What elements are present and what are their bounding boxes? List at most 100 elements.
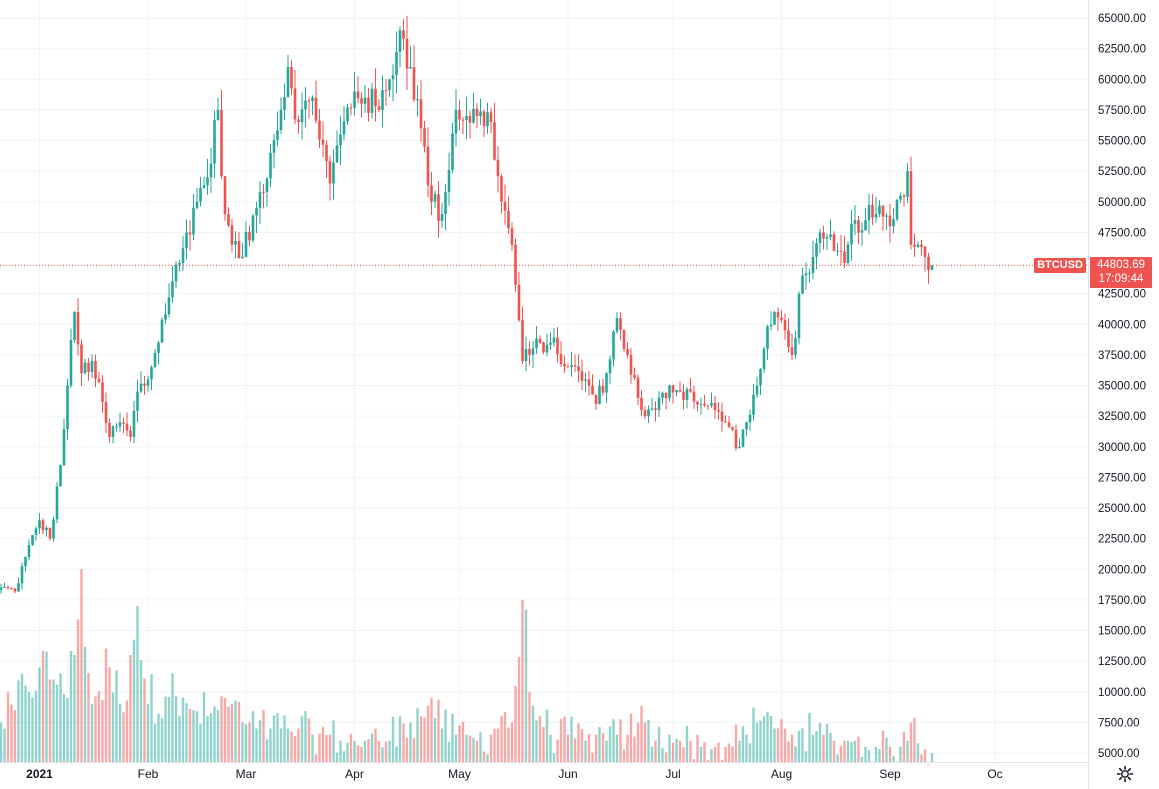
price-tick-label: 10000.00 xyxy=(1098,687,1146,699)
volume-bar xyxy=(248,722,251,762)
candle-body xyxy=(395,51,398,76)
volume-bar xyxy=(682,747,685,762)
volume-bar xyxy=(570,716,573,762)
candle-body xyxy=(850,223,853,245)
candle-body xyxy=(132,410,136,437)
volume-bar xyxy=(640,705,643,762)
volume-bar xyxy=(748,743,752,762)
candle-body xyxy=(87,362,90,372)
volume-bar xyxy=(290,731,293,762)
candle-body xyxy=(594,394,598,404)
volume-bar xyxy=(696,735,699,762)
volume-bar xyxy=(514,685,517,762)
price-tick-label: 50000.00 xyxy=(1098,197,1146,209)
volume-bar xyxy=(794,746,797,762)
volume-bar xyxy=(150,674,153,762)
volume-bar xyxy=(451,713,454,762)
volume-bar xyxy=(650,746,654,762)
volume-bar xyxy=(13,710,17,762)
candle-body xyxy=(766,326,769,349)
volume-bar xyxy=(335,752,339,762)
time-axis[interactable]: 2021 Feb Mar Apr May Jun Jul Aug Sep Oc xyxy=(26,767,1003,781)
volume-bar xyxy=(10,704,13,762)
volume-bar xyxy=(913,718,916,762)
volume-bar xyxy=(59,673,62,762)
volume-bar xyxy=(444,709,447,762)
price-tick-label: 65000.00 xyxy=(1098,13,1146,25)
candle-body xyxy=(437,194,440,221)
volume-bar xyxy=(776,728,780,762)
candle-body xyxy=(143,383,146,386)
price-tick-label: 15000.00 xyxy=(1098,626,1146,638)
volume-bar xyxy=(703,742,706,762)
volume-bar xyxy=(94,696,97,762)
candle-body xyxy=(762,348,766,370)
candle-body xyxy=(129,430,132,437)
volume-bar xyxy=(745,734,748,762)
volume-bar xyxy=(181,697,185,762)
volume-bar xyxy=(136,606,139,762)
volume-bar xyxy=(724,746,727,762)
volume-bar xyxy=(528,691,531,762)
candle-body xyxy=(311,97,314,101)
volume-bar xyxy=(454,734,458,762)
time-tick-label: Jul xyxy=(665,767,680,781)
volume-bar xyxy=(608,726,612,762)
candle-body xyxy=(391,75,395,80)
volume-bar xyxy=(220,696,223,762)
volume-bar xyxy=(790,734,794,762)
volume-bar xyxy=(419,716,423,762)
candle-body xyxy=(38,520,41,529)
volume-bar xyxy=(20,674,24,762)
price-tick-label: 55000.00 xyxy=(1098,136,1146,148)
candle-body xyxy=(808,272,811,274)
candle-body xyxy=(377,106,381,110)
candle-body xyxy=(836,250,839,252)
volume-bar xyxy=(398,716,402,762)
volume-bar xyxy=(668,734,671,762)
candle-body xyxy=(276,130,279,140)
candle-body xyxy=(874,214,878,218)
volume-bar xyxy=(171,673,174,762)
candle-body xyxy=(104,401,108,423)
candle-body xyxy=(458,109,461,120)
candle-body xyxy=(867,204,871,221)
candle-body xyxy=(251,215,255,241)
candle-body xyxy=(713,402,717,410)
price-axis[interactable]: 65000.00 62500.00 60000.00 57500.00 55000.00… xyxy=(1098,13,1146,760)
candle-body xyxy=(73,312,76,340)
candle-body xyxy=(727,422,731,427)
volume-bar xyxy=(752,707,755,762)
candle-body xyxy=(671,385,675,393)
volume-bar xyxy=(395,746,398,762)
volume-bar xyxy=(766,712,769,762)
candle-body xyxy=(325,144,328,162)
candle-body xyxy=(825,236,829,239)
candle-body xyxy=(125,423,129,431)
candle-body xyxy=(41,520,45,531)
candle-body xyxy=(353,91,356,108)
volume-bar xyxy=(38,667,41,762)
volume-bar xyxy=(405,737,409,762)
gear-icon[interactable] xyxy=(1115,764,1135,784)
volume-bar xyxy=(783,728,787,762)
volume-bar xyxy=(552,753,556,762)
volume-bar xyxy=(524,609,528,762)
candle-body xyxy=(3,586,6,588)
volume-bar xyxy=(122,712,125,762)
volume-bar xyxy=(192,710,195,762)
volume-bar xyxy=(258,720,262,762)
candle-body xyxy=(895,199,899,220)
volume-bar xyxy=(206,716,209,762)
volume-bar xyxy=(615,734,619,762)
candle-body xyxy=(871,204,874,218)
candle-body xyxy=(409,67,412,69)
volume-bar xyxy=(167,696,171,762)
volume-bar xyxy=(160,718,164,762)
volume-bar xyxy=(808,712,811,762)
volume-bar xyxy=(507,727,510,762)
volume-bar xyxy=(6,691,10,762)
volume-bar xyxy=(374,728,377,762)
candle-body xyxy=(272,139,276,153)
